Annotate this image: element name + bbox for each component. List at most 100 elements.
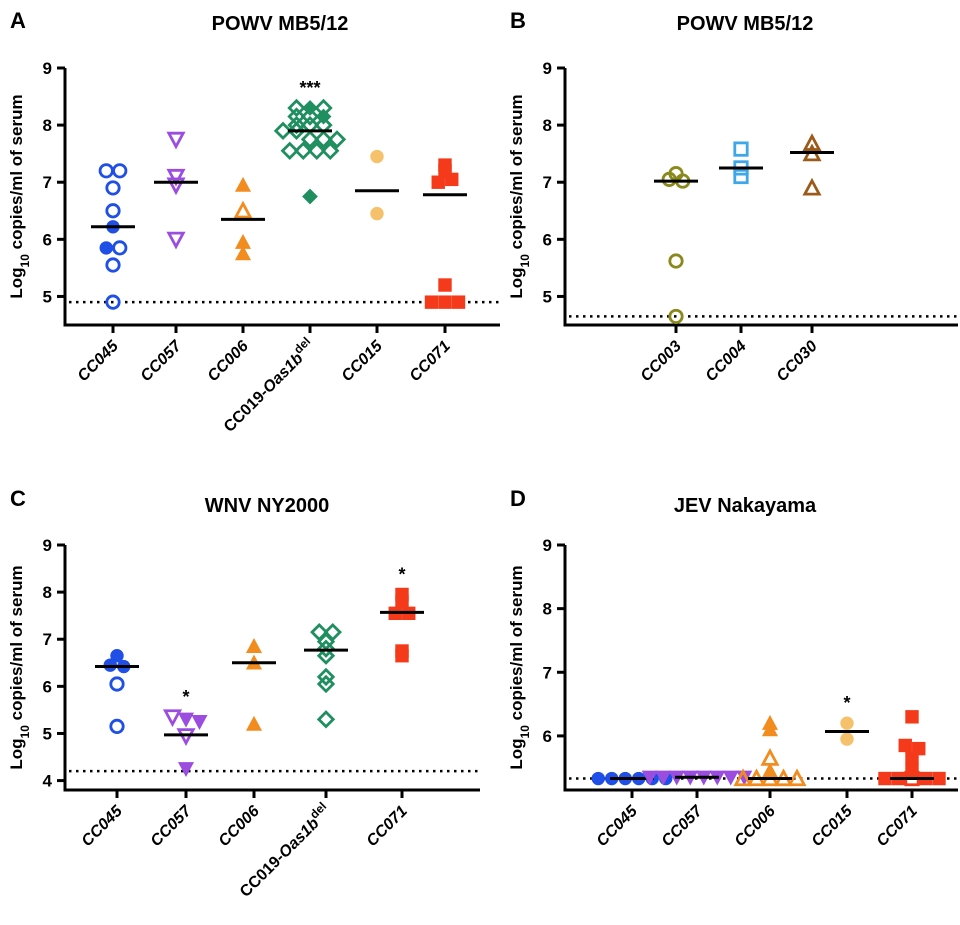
data-point [177,712,195,728]
x-tick-label: CC045 [75,337,123,385]
data-point [109,676,125,692]
y-tick-label: 9 [43,536,52,555]
y-tick-label: 6 [543,727,552,746]
panel-d: D JEV Nakayama Log10 copies/ml of serum 6 7 8… [507,486,958,850]
x-tick-label: CC045 [79,802,127,850]
data-point [591,771,605,786]
y-tick-label: 6 [43,677,52,696]
data-point [641,770,658,786]
data-point [395,649,409,663]
x-tick-label: CC071 [407,338,454,385]
significance-label: *** [299,78,320,98]
data-point [438,278,452,292]
x-tick-label: CC030 [774,338,821,385]
data-point [316,674,336,694]
x-tick-label: CC015 [339,337,387,385]
data-point [905,751,919,765]
data-point [287,121,306,141]
y-tick-label: 5 [43,287,52,306]
data-point [300,107,320,126]
x-tick-label: CC057 [148,802,196,850]
data-point [245,715,263,731]
data-point [234,176,252,192]
panel-b: B POWV MB5/12 Log10 copies/ml of serum 5 6 7 8… [507,8,958,385]
data-point [99,241,113,255]
data-point [166,131,186,150]
y-tick-label: 7 [43,173,52,192]
significance-label: * [843,693,850,713]
y-axis-label: Log10 copies/ml of serum [507,565,532,769]
data-point [316,710,336,729]
y-tick-label: 6 [43,230,52,249]
x-tick-label: CC071 [364,803,411,850]
x-tick-label: CC057 [659,802,707,850]
panel-title: POWV MB5/12 [212,13,349,35]
data-point [98,163,114,179]
y-tick-label: 7 [543,663,552,682]
data-point [177,762,195,778]
data-point [112,163,128,179]
data-point [905,764,919,778]
x-tick-label: CC006 [216,803,263,850]
data-point [307,141,326,160]
data-point [314,130,333,149]
data-point [424,295,439,309]
y-tick-label: 7 [43,630,52,649]
y-tick-label: 5 [543,287,552,306]
data-point [321,141,340,160]
data-point [105,294,121,310]
data-point [733,768,753,787]
data-point [431,175,445,189]
significance-label: * [398,564,405,584]
x-tick-label: CC004 [703,338,750,385]
data-point [438,295,452,309]
data-point [451,295,466,309]
y-axis-label: Log10 copies/ml of serum [7,565,32,769]
data-point [655,770,672,786]
data-point [733,141,749,157]
data-point [316,667,336,687]
x-tick-label: CC057 [138,337,186,385]
data-point [370,206,384,221]
data-point [112,240,128,256]
x-tick-label: CC071 [874,803,921,850]
data-point [316,639,336,658]
data-point [166,231,186,250]
data-point [105,180,121,196]
panel-letter: D [510,486,526,511]
y-axis-label: Log10 copies/ml of serum [7,94,32,298]
data-point [760,748,780,766]
significance-label: * [182,687,189,707]
data-point [327,130,347,149]
data-point [802,133,822,151]
data-point [162,709,183,728]
data-point [668,308,684,325]
panel-letter: B [510,8,526,33]
data-point [445,172,459,187]
y-tick-label: 8 [43,583,52,602]
y-tick-label: 8 [43,116,52,135]
x-tick-label: CC003 [638,338,685,385]
data-point [316,646,336,665]
data-point [166,168,186,187]
data-point [287,98,306,118]
y-tick-label: 9 [43,59,52,78]
data-point [245,638,263,653]
y-tick-label: 7 [543,173,552,192]
panel-title: JEV Nakayama [674,495,817,517]
data-point [802,177,822,196]
data-point [395,594,409,609]
panel-title: POWV MB5/12 [677,13,814,35]
x-tick-label: CC045 [594,802,642,850]
data-point [110,649,124,663]
y-tick-label: 6 [543,230,552,249]
y-tick-label: 8 [543,600,552,619]
data-point [300,130,320,149]
data-point [878,771,892,786]
data-point [234,245,252,261]
data-point [105,257,121,273]
data-point [233,200,253,219]
data-point [840,716,854,730]
panel-letter: C [10,486,26,511]
